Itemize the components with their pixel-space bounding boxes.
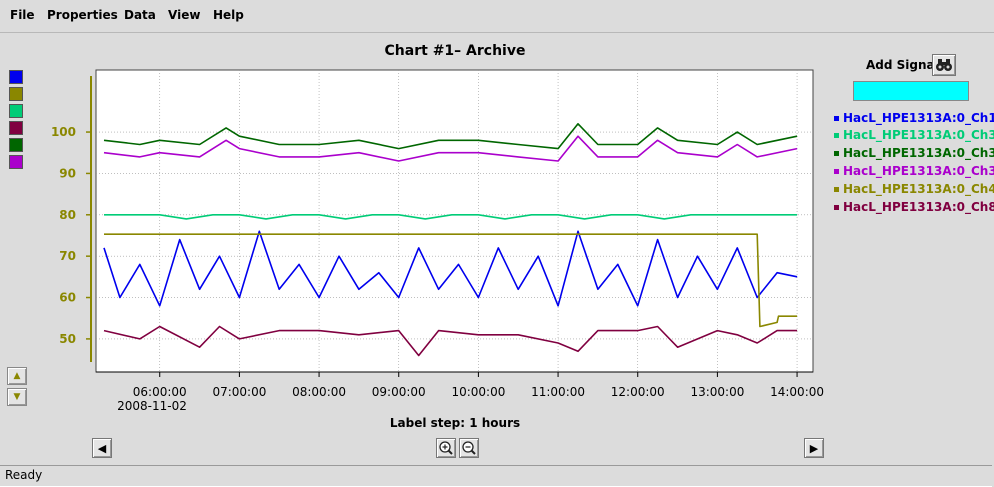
x-tick-label: 07:00:00 <box>212 385 266 399</box>
series-line-ch32 <box>103 123 798 150</box>
series-line-ch41 <box>104 233 798 328</box>
legend-label: HacL_HPE1313A:0_Ch18 <box>843 111 994 125</box>
arrow-right-icon: ▶ <box>809 441 819 455</box>
y-tick-label: 50 <box>59 332 76 346</box>
x-tick-label: 08:00:00 <box>292 385 346 399</box>
y-tick-label: 70 <box>59 249 76 263</box>
x-tick-label: 09:00:00 <box>372 385 426 399</box>
x-tick-label: 13:00:00 <box>690 385 744 399</box>
legend-marker <box>834 133 839 138</box>
label-step-text: Label step: 1 hours <box>389 416 521 430</box>
arrow-left-icon: ◀ <box>97 441 107 455</box>
series-group <box>103 123 798 357</box>
pan-left-button[interactable]: ◀ <box>92 438 112 458</box>
x-tick-label: 11:00:00 <box>531 385 585 399</box>
legend-item-ch30[interactable]: HacL_HPE1313A:0_Ch30 <box>834 128 994 142</box>
menu-file[interactable]: File <box>10 8 35 22</box>
x-axis: 06:00:00 07:00:00 08:00:00 09:00:00 10:00:00… <box>96 371 824 399</box>
legend-marker <box>834 116 839 121</box>
legend-item-ch32[interactable]: HacL_HPE1313A:0_Ch32 <box>834 146 994 160</box>
scroll-up-button[interactable]: ▲ <box>7 367 27 385</box>
legend-label: HacL_HPE1313A:0_Ch8 <box>843 200 994 214</box>
swatch-ch8[interactable] <box>9 121 23 135</box>
legend-item-ch8[interactable]: HacL_HPE1313A:0_Ch8 <box>834 200 994 214</box>
legend-label: HacL_HPE1313A:0_Ch32 <box>843 146 994 160</box>
triangle-down-icon: ▼ <box>13 392 21 402</box>
legend-label: HacL_HPE1313A:0_Ch33 <box>843 164 994 178</box>
y-tick-label: 90 <box>59 166 76 180</box>
legend-item-ch18[interactable]: HacL_HPE1313A:0_Ch18 <box>834 111 994 125</box>
find-signal-button[interactable] <box>932 54 956 76</box>
swatch-ch41[interactable] <box>9 87 23 101</box>
add-signal-label: Add Signal <box>866 58 939 72</box>
swatch-ch33[interactable] <box>9 155 23 169</box>
zoom-in-icon <box>439 441 453 455</box>
swatch-ch32[interactable] <box>9 138 23 152</box>
binoculars-icon <box>936 59 952 71</box>
zoom-in-button[interactable] <box>436 438 456 458</box>
menu-data[interactable]: Data <box>124 8 156 22</box>
y-tick-label: 60 <box>59 291 76 305</box>
swatch-ch30[interactable] <box>9 104 23 118</box>
series-line-ch33 <box>103 135 798 162</box>
add-signal-input[interactable] <box>853 81 969 101</box>
x-tick-label: 10:00:00 <box>451 385 505 399</box>
legend-marker <box>834 169 839 174</box>
zoom-out-icon <box>462 441 476 455</box>
menu-bar: File Properties Data View Help <box>0 0 994 33</box>
legend-item-ch33[interactable]: HacL_HPE1313A:0_Ch33 <box>834 164 994 178</box>
menu-view[interactable]: View <box>168 8 201 22</box>
legend-marker <box>834 187 839 192</box>
legend-label: HacL_HPE1313A:0_Ch30 <box>843 128 994 142</box>
plot-area <box>95 69 814 373</box>
pan-right-button[interactable]: ▶ <box>804 438 824 458</box>
x-tick-label: 12:00:00 <box>611 385 665 399</box>
series-line-ch8 <box>103 325 798 357</box>
scroll-down-button[interactable]: ▼ <box>7 388 27 406</box>
legend-marker <box>834 151 839 156</box>
status-text: Ready <box>5 468 43 482</box>
y-tick-label: 100 <box>51 125 76 139</box>
menu-help[interactable]: Help <box>213 8 244 22</box>
triangle-up-icon: ▲ <box>13 371 21 381</box>
legend-label: HacL_HPE1313A:0_Ch41 <box>843 182 994 196</box>
date-tick-label: 2008-11-02 <box>117 399 187 413</box>
y-tick-label: 80 <box>59 208 76 222</box>
legend-marker <box>834 205 839 210</box>
x-tick-label: 14:00:00 <box>770 385 824 399</box>
chart-title: Chart #1– Archive <box>384 43 526 59</box>
swatch-ch18[interactable] <box>9 70 23 84</box>
zoom-out-button[interactable] <box>459 438 479 458</box>
y-axis: 50 60 70 80 90 100 <box>51 76 92 362</box>
status-bar: Ready <box>0 465 992 487</box>
x-tick-label: 06:00:00 <box>133 385 187 399</box>
series-line-ch18 <box>103 230 798 307</box>
menu-properties[interactable]: Properties <box>47 8 118 22</box>
series-line-ch30 <box>104 214 798 220</box>
legend-item-ch41[interactable]: HacL_HPE1313A:0_Ch41 <box>834 182 994 196</box>
